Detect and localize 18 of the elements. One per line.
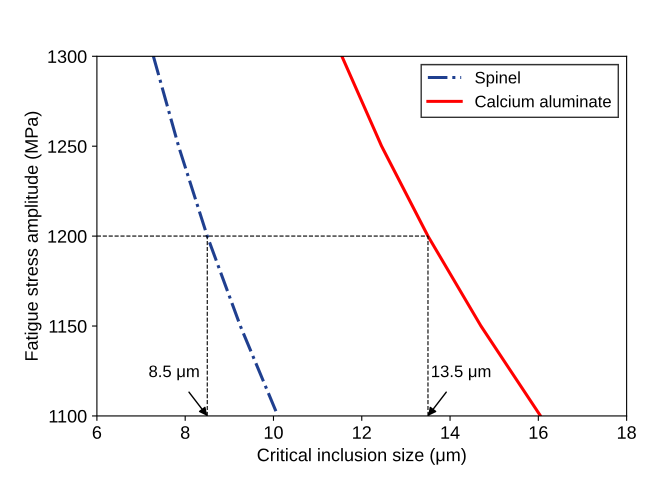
x-tick-label: 12 (353, 426, 371, 439)
legend-label: Calcium aluminate (475, 95, 611, 108)
y-tick-label: 1300 (48, 50, 86, 64)
x-tick-label: 10 (264, 426, 283, 439)
y-tick-label: 1200 (48, 230, 86, 243)
y-tick-label: 1250 (48, 140, 86, 153)
x-axis-title: Critical inclusion size (μm) (258, 448, 466, 465)
y-axis-title: Fatigue stress amplitude (MPa) (24, 112, 42, 360)
annotation: 8.5 μm (149, 365, 199, 380)
x-tick-label: 6 (92, 426, 102, 439)
x-tick-label: 14 (441, 426, 460, 439)
x-tick-label: 16 (530, 426, 548, 439)
y-tick-label: 1150 (50, 320, 86, 333)
annotation: 13.5 μm (432, 365, 490, 380)
y-tick-label: 1100 (50, 410, 86, 423)
x-tick-label: 8 (180, 426, 190, 439)
legend-label: Spinel (475, 71, 520, 87)
x-tick-label: 18 (618, 426, 636, 439)
